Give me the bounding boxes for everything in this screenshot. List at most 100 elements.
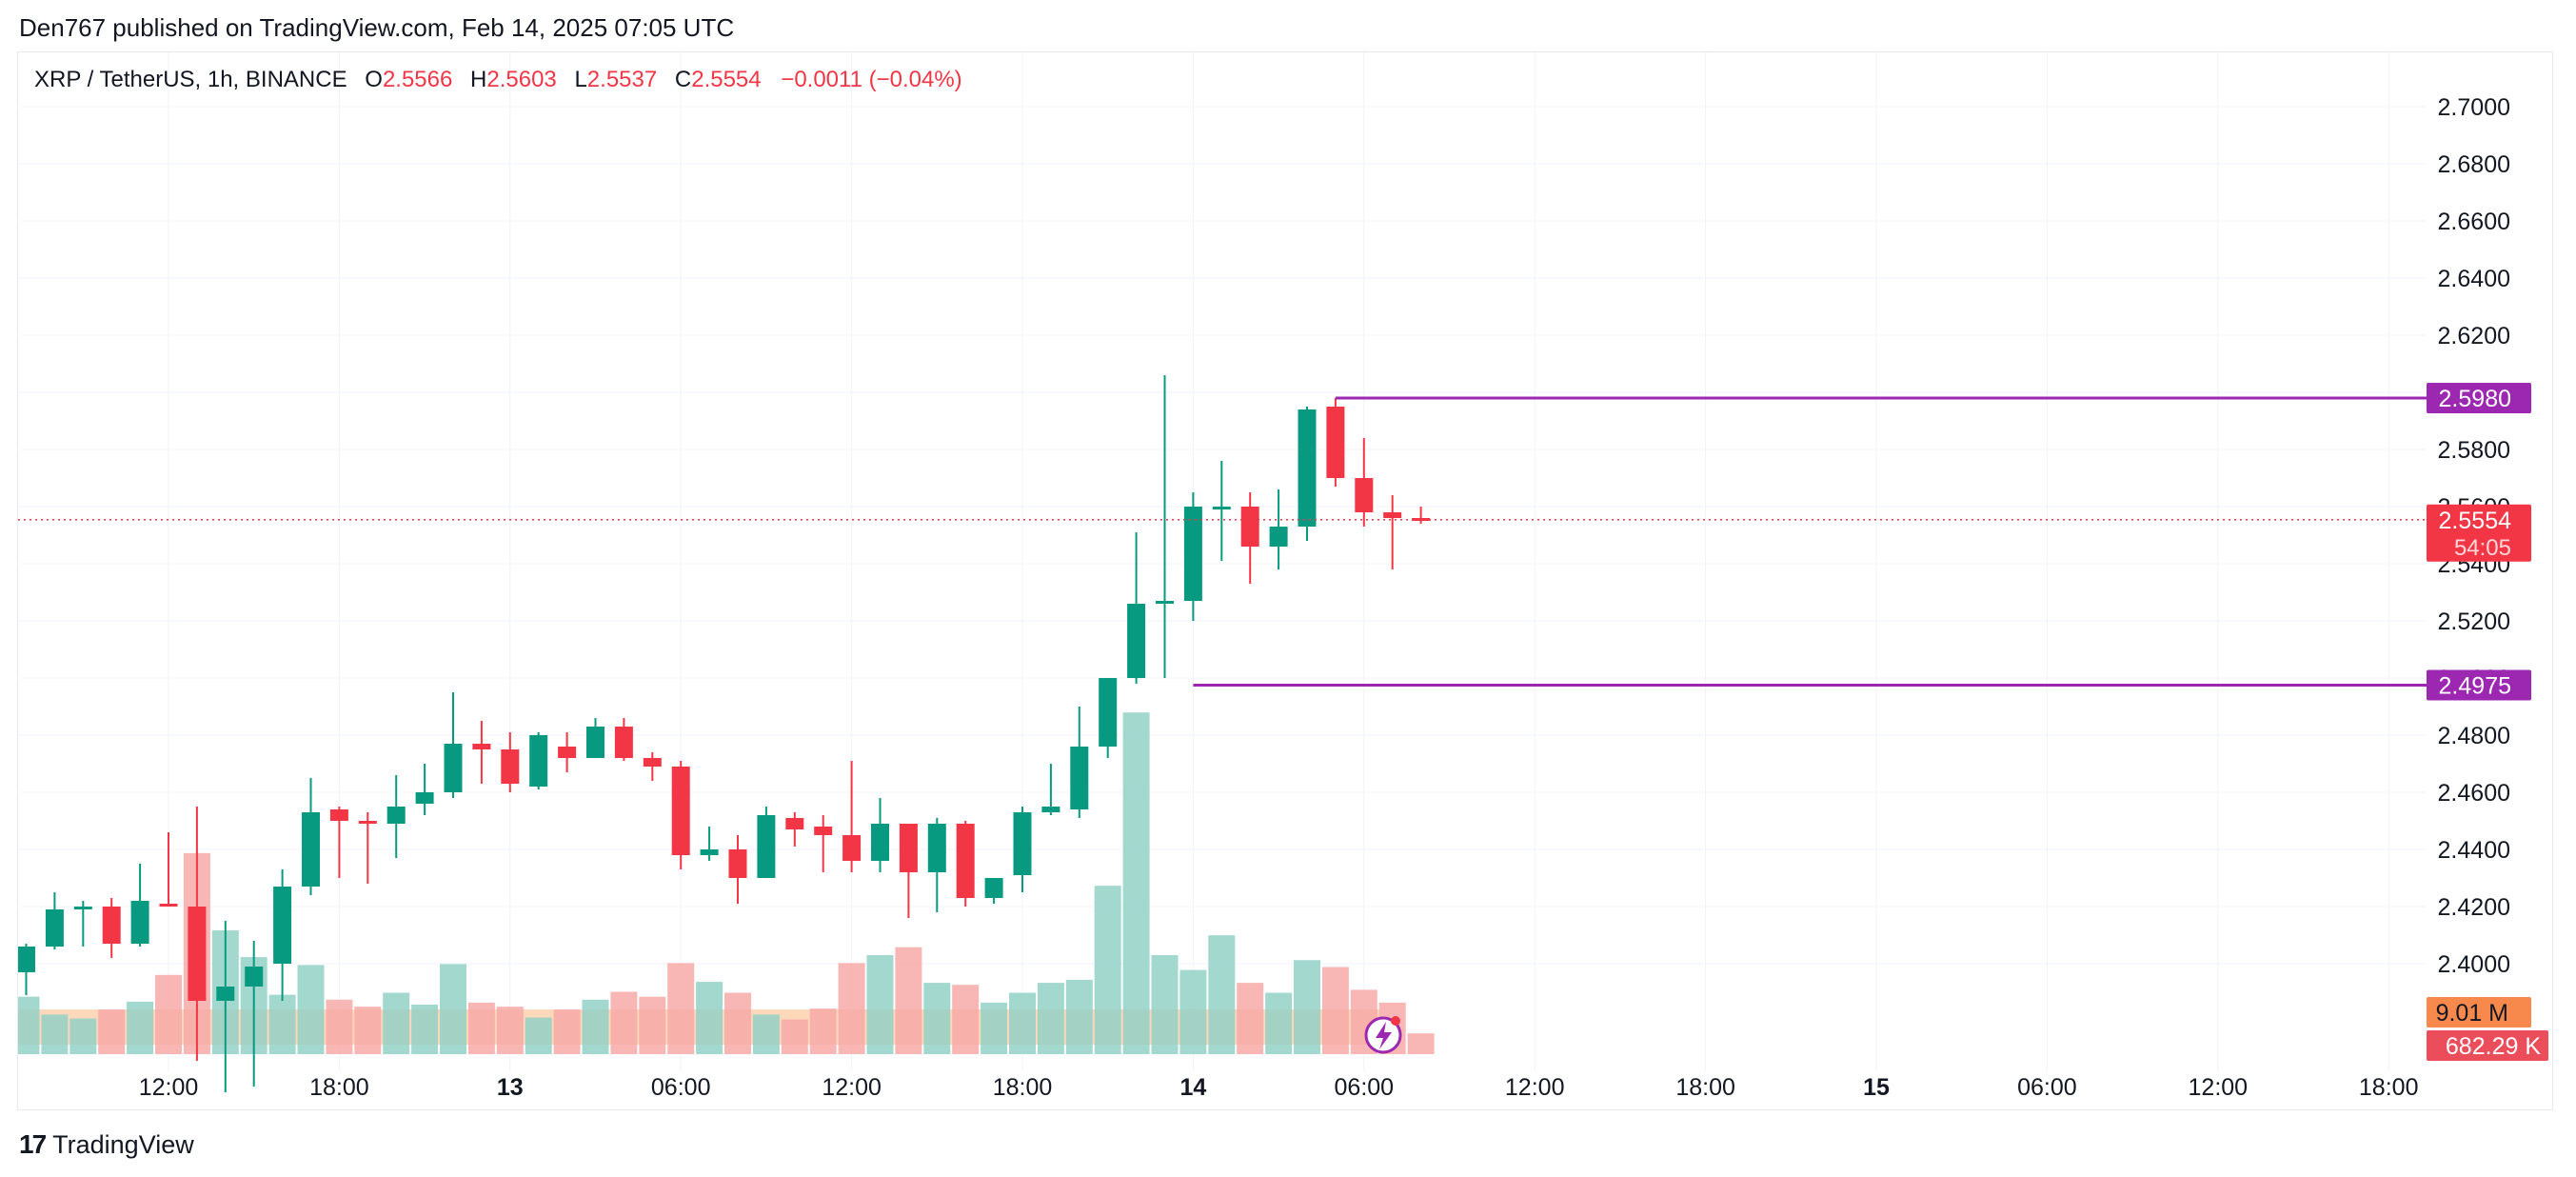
candle-body <box>329 809 348 821</box>
time-tick-label: 06:00 <box>2017 1074 2077 1101</box>
volume-bar <box>1009 992 1036 1054</box>
candle-body <box>1240 507 1259 547</box>
time-tick-label: 18:00 <box>1675 1074 1735 1101</box>
level-badge-label: 2.4975 <box>2439 673 2511 700</box>
low-label: L <box>574 67 587 92</box>
candle-body <box>73 907 92 909</box>
volume-bar <box>752 1014 780 1054</box>
volume-average-badge <box>2427 997 2531 1027</box>
volume-bar <box>981 1002 1008 1054</box>
brand-name: TradingView <box>52 1129 194 1159</box>
time-tick-label: 12:00 <box>1505 1074 1565 1101</box>
candle-body <box>927 824 946 872</box>
volume-bar <box>1037 983 1064 1054</box>
volume-bar <box>18 996 40 1054</box>
chart-frame: 2.70002.68002.66002.64002.62002.60002.58… <box>17 51 2553 1110</box>
time-tick-label: 13 <box>497 1074 524 1101</box>
volume-bar <box>440 964 466 1054</box>
level-badge-label: 2.5980 <box>2439 386 2511 412</box>
price-tick-label: 2.4800 <box>2438 723 2510 749</box>
symbol-legend: XRP / TetherUS, 1h, BINANCE O2.5566 H2.5… <box>34 67 962 93</box>
volume-bar <box>1179 969 1207 1054</box>
candle-body <box>415 792 434 804</box>
time-tick-label: 14 <box>1179 1074 1206 1101</box>
lightning-bolt-icon <box>1376 1022 1392 1049</box>
volume-bar <box>610 991 638 1054</box>
candle-body <box>842 835 862 861</box>
candle-body <box>273 887 292 964</box>
candle-body <box>130 901 149 944</box>
volume-bar <box>467 1002 495 1054</box>
price-tick-label: 2.5800 <box>2438 437 2510 464</box>
price-tick-label: 2.4200 <box>2438 894 2510 921</box>
volume-bar <box>1407 1033 1435 1054</box>
time-tick-label: 18:00 <box>309 1074 369 1101</box>
volume-bar <box>781 1019 808 1054</box>
volume-bar <box>809 1008 837 1054</box>
volume-bar <box>354 1007 382 1054</box>
volume-bar <box>1122 712 1150 1054</box>
candle-body <box>899 824 918 872</box>
candle-countdown-label: 54:05 <box>2454 535 2511 561</box>
price-tick-label: 2.4000 <box>2438 951 2510 978</box>
candle-body <box>643 758 662 767</box>
volume-current-badge <box>2427 1030 2548 1061</box>
level-badge <box>2427 669 2531 701</box>
time-tick-label: 06:00 <box>651 1074 711 1101</box>
candle-body <box>444 744 463 792</box>
candle-body <box>1412 518 1431 521</box>
volume-bar <box>1265 992 1293 1054</box>
candle-body <box>501 749 520 784</box>
candle-body <box>1156 601 1174 604</box>
candle-body <box>529 735 548 787</box>
time-tick-label: 12:00 <box>139 1074 199 1101</box>
candle-body <box>102 907 121 944</box>
volume-bar <box>866 955 894 1054</box>
volume-bar <box>1294 960 1320 1054</box>
candle-body <box>1099 678 1118 747</box>
volume-bar <box>411 1005 439 1054</box>
volume-bar <box>923 983 951 1054</box>
price-tick-label: 2.4400 <box>2438 837 2510 864</box>
candle-body <box>586 727 604 758</box>
price-tick-label: 2.6800 <box>2438 151 2510 178</box>
volume-bar <box>639 996 666 1054</box>
candle-body <box>1212 507 1231 509</box>
candle-body <box>1013 812 1032 875</box>
volume-bar <box>895 947 922 1054</box>
candle-body <box>1127 604 1146 678</box>
symbol-name[interactable]: XRP / TetherUS, 1h, BINANCE <box>34 67 347 92</box>
tradingview-brand[interactable]: 17 TradingView <box>19 1129 194 1160</box>
volume-bar <box>1094 886 1121 1054</box>
candle-body <box>188 907 207 1001</box>
volume-bar <box>41 1014 69 1054</box>
publisher-line: Den767 published on TradingView.com, Feb… <box>19 13 735 42</box>
candle-body <box>1298 409 1317 527</box>
price-tick-label: 2.6400 <box>2438 266 2510 292</box>
price-tick-label: 2.5200 <box>2438 608 2510 635</box>
candle-body <box>1383 512 1402 518</box>
price-tick-label: 2.6200 <box>2438 323 2510 349</box>
candle-body <box>671 767 690 855</box>
price-chart[interactable]: 2.70002.68002.66002.64002.62002.60002.58… <box>18 52 2554 1111</box>
candle-body <box>245 967 264 987</box>
volume-bar <box>268 994 296 1054</box>
candle-body <box>386 807 406 824</box>
candle-body <box>472 744 491 749</box>
tradingview-logo-icon: 17 <box>19 1129 47 1159</box>
volume-bar <box>383 992 410 1054</box>
current-price-badge <box>2427 504 2531 562</box>
volume-bar <box>1151 955 1179 1054</box>
candle-body <box>700 849 719 855</box>
volume-bar <box>1237 983 1264 1054</box>
low-value: 2.5537 <box>586 67 658 92</box>
volume-bar <box>155 974 182 1054</box>
open-label: O <box>365 67 383 92</box>
candle-body <box>614 727 633 758</box>
volume-bar <box>496 1007 524 1054</box>
candle-body <box>785 818 804 829</box>
candle-body <box>956 824 975 898</box>
volume-bar <box>297 965 325 1054</box>
open-value: 2.5566 <box>382 67 453 92</box>
candle-body <box>1183 507 1202 601</box>
